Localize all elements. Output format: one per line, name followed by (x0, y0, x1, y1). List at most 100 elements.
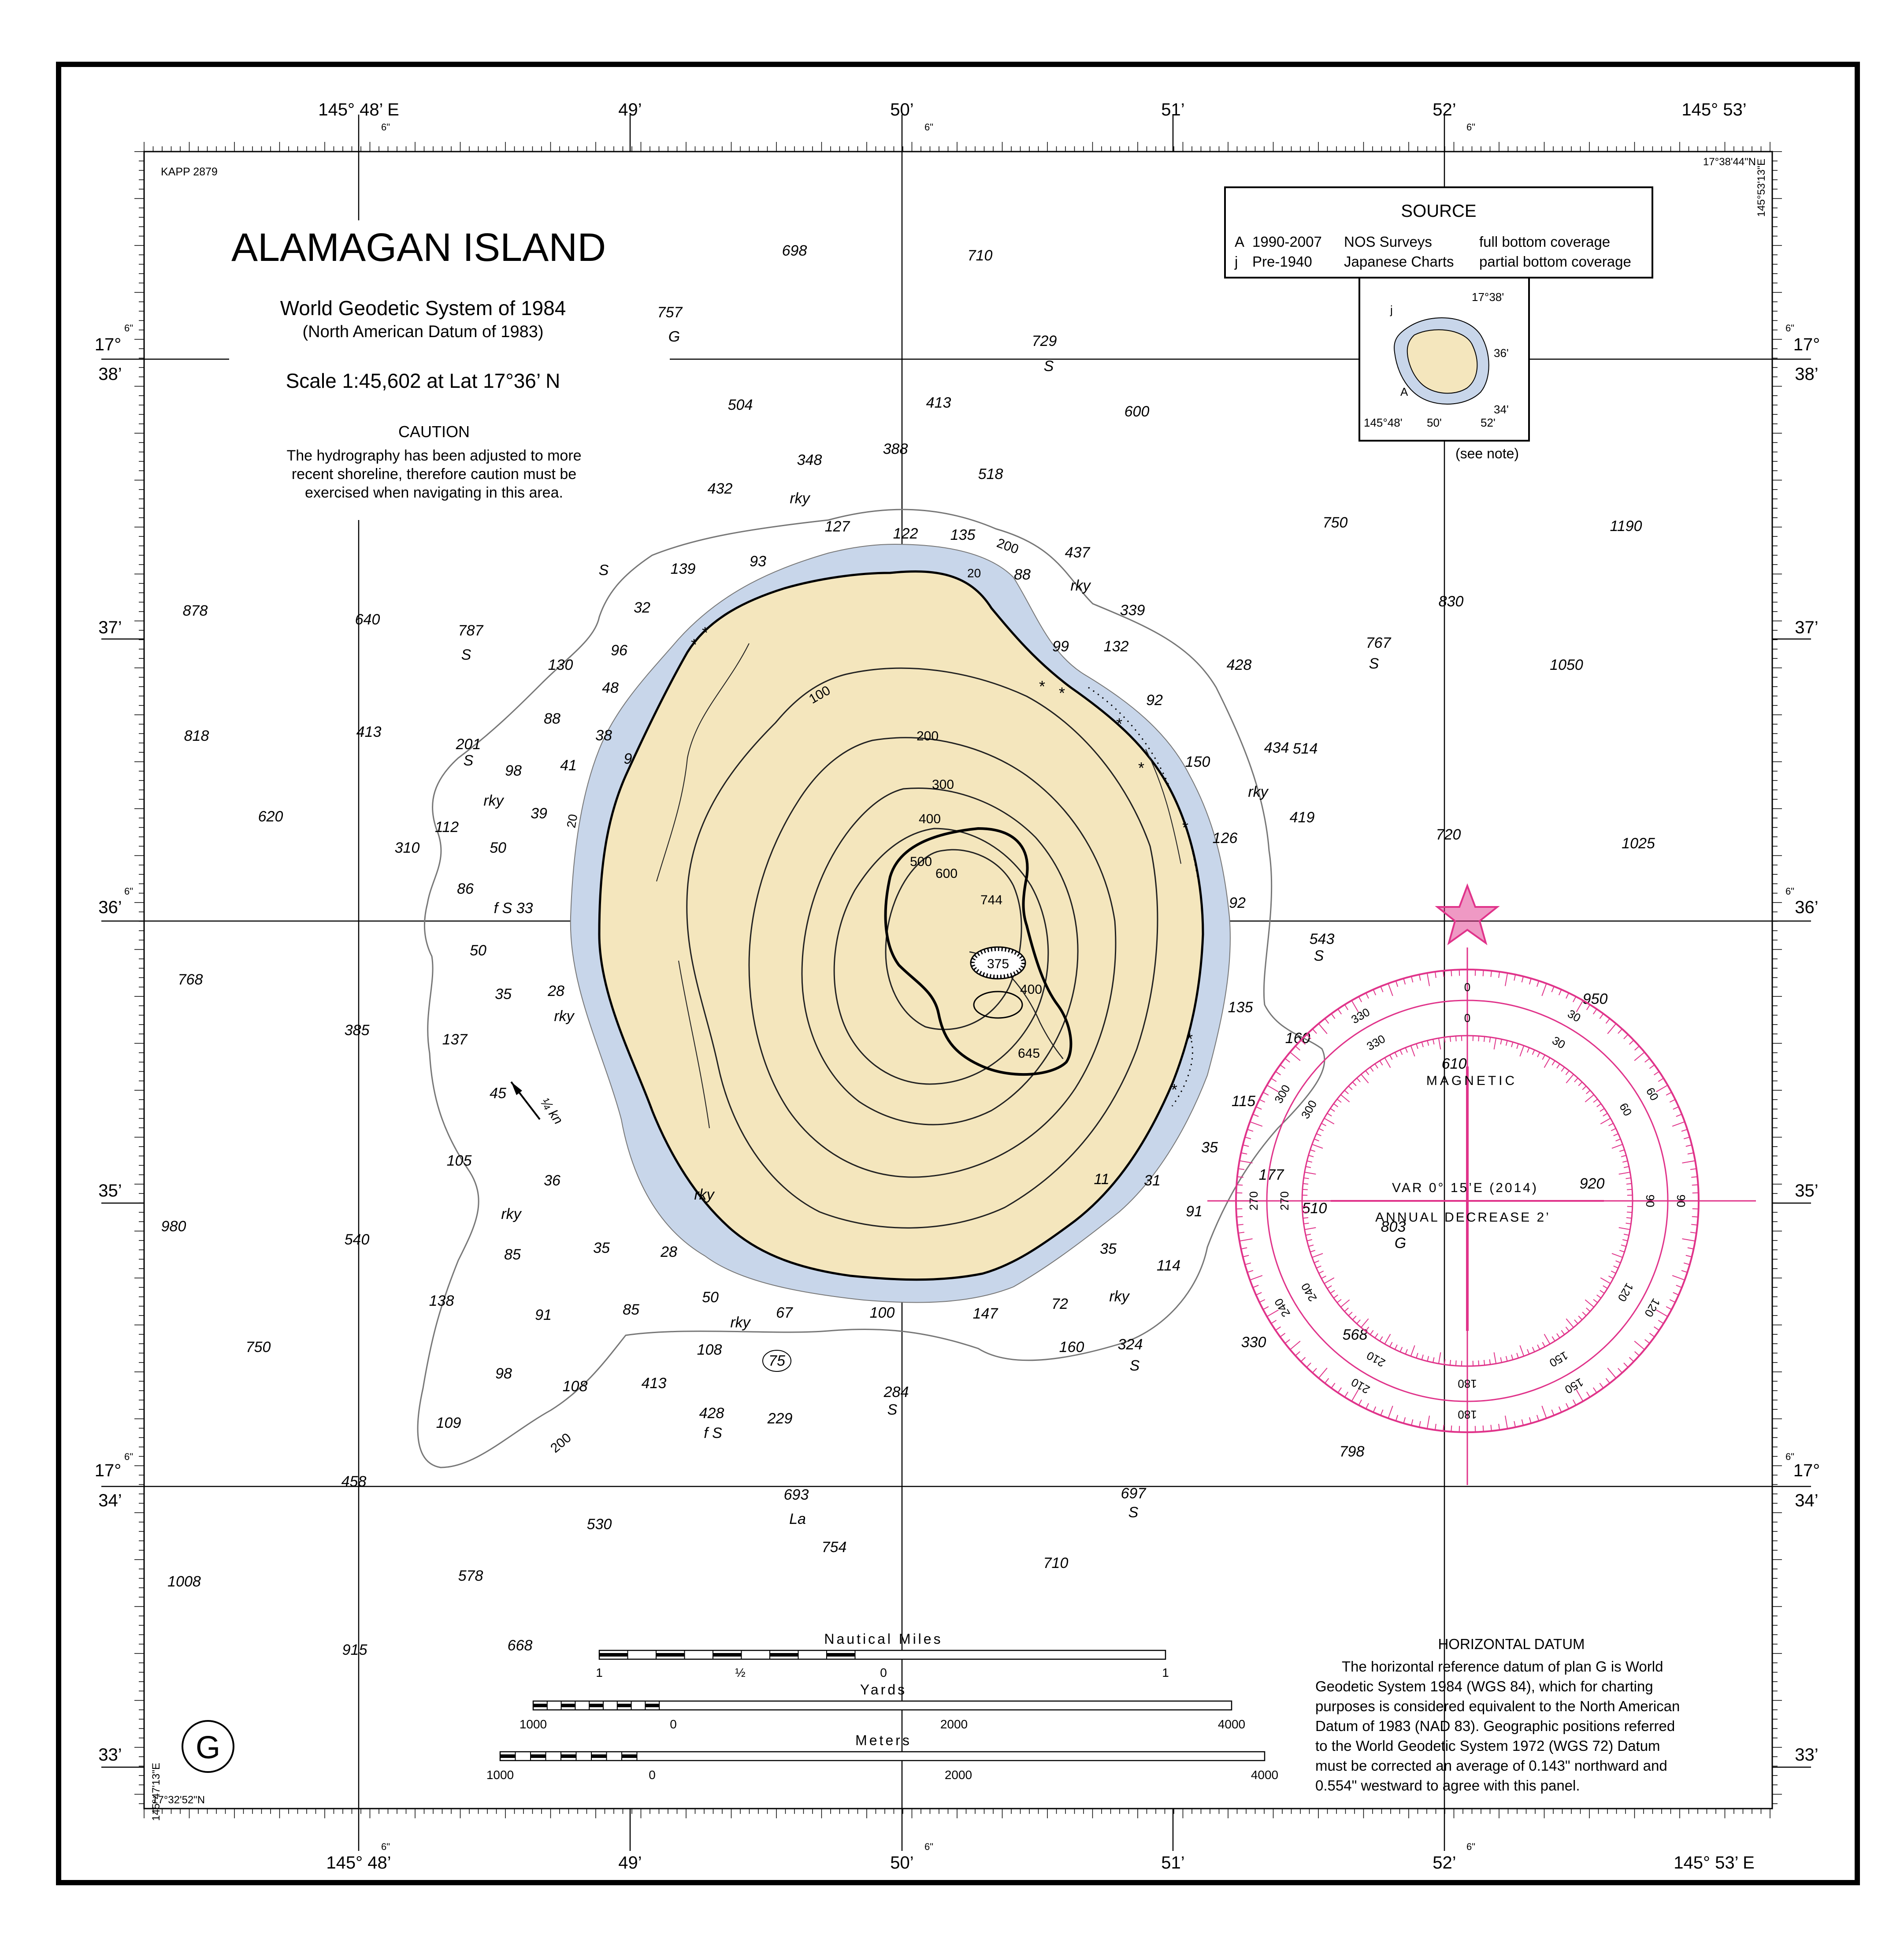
compass-tick (1613, 1265, 1618, 1269)
sub-tick-label: 6" (124, 323, 133, 334)
compass-tick (1607, 1023, 1617, 1034)
sounding: 803 (1381, 1219, 1406, 1235)
compass-label: 240 (1299, 1281, 1320, 1304)
compass-tick (1324, 1018, 1329, 1024)
lat-minute-label: 38’ (1795, 364, 1818, 384)
compass-tick (1352, 1315, 1357, 1320)
sounding: 818 (184, 728, 209, 744)
compass-tick (1348, 1311, 1353, 1316)
compass-tick (1418, 974, 1421, 981)
compass-tick (1321, 1123, 1326, 1126)
scale-label: 0 (670, 1717, 677, 1731)
compass-tick (1627, 1189, 1633, 1190)
sounding: 413 (356, 724, 382, 740)
compass-tick (1410, 1045, 1415, 1057)
compass-tick (1613, 1133, 1618, 1137)
compass-tick (1690, 1232, 1697, 1234)
sounding: 767 (1366, 635, 1392, 651)
sounding: S (1130, 1357, 1140, 1374)
compass-tick (1676, 1114, 1682, 1117)
compass-label: 330 (1364, 1032, 1388, 1053)
compass-label: 60 (1617, 1100, 1634, 1118)
compass-tick (1306, 1239, 1313, 1241)
sounding: 324 (1118, 1336, 1143, 1353)
lat-degree-label: 17° (95, 1461, 122, 1480)
compass-tick (1252, 1114, 1259, 1117)
sounding: 768 (178, 971, 203, 988)
lat-minute-label: 33’ (1795, 1745, 1818, 1765)
lat-minute-label: 37’ (98, 618, 122, 637)
sounding: 830 (1439, 593, 1464, 610)
compass-tick (1654, 1326, 1659, 1331)
compass-tick (1351, 1000, 1359, 1012)
compass-tick (1623, 1233, 1629, 1236)
sounding: 530 (587, 1516, 612, 1533)
compass-tick (1405, 1047, 1408, 1053)
sounding: rky (1070, 577, 1091, 594)
compass-tick (1626, 1177, 1631, 1179)
compass-tick (1314, 1260, 1319, 1263)
sub-tick-label: 6" (1785, 886, 1794, 897)
compass-tick (1444, 1037, 1446, 1043)
compass-tick (1511, 1042, 1514, 1048)
contour-label: 400 (919, 812, 941, 826)
compass-tick (1306, 1034, 1311, 1040)
compass-label: 300 (1272, 1082, 1293, 1106)
sounding: S (1314, 947, 1324, 964)
sounding: rky (694, 1186, 715, 1203)
compass-tick (1394, 1052, 1398, 1058)
compass-tick (1566, 1074, 1574, 1084)
compass-tick (1544, 1057, 1551, 1068)
source-years: Pre-1940 (1252, 253, 1312, 270)
source-type: Japanese Charts (1344, 253, 1454, 270)
compass-tick (1255, 1292, 1262, 1296)
compass-tick (1578, 1315, 1583, 1320)
sounding: 67 (776, 1304, 793, 1321)
corner-lon-bottom-left: 145°47'13"E (150, 1763, 162, 1821)
compass-tick (1438, 1038, 1441, 1050)
contour-label: 375 (987, 957, 1009, 971)
scale-note: Scale 1:45,602 at Lat 17°36’ N (286, 369, 560, 392)
compass-tick (1316, 1265, 1321, 1269)
scale-bar-nautical: Nautical Miles 1 ½ 0 1 (596, 1631, 1169, 1679)
sounding: f S 33 (494, 900, 533, 917)
compass-tick (1634, 1045, 1640, 1051)
compass-tick (1582, 1085, 1587, 1090)
compass-tick (1306, 1160, 1313, 1163)
sounding: 668 (508, 1637, 533, 1654)
compass-tick (1565, 1070, 1570, 1075)
compass-tick (1666, 1092, 1672, 1096)
sounding: 1050 (1550, 657, 1583, 673)
compass-tick (1615, 1138, 1621, 1141)
compass-tick (1532, 1347, 1535, 1352)
compass-ticks (1236, 970, 1699, 1432)
compass-tick (1514, 974, 1516, 981)
compass-tick (1379, 1060, 1383, 1066)
scale-label: 4000 (1251, 1768, 1278, 1782)
scale-bar-meters: Meters 1000 0 2000 4000 (486, 1732, 1278, 1782)
depth-curve-label-20: 20 (967, 566, 981, 580)
compass-tick (1521, 976, 1524, 983)
plan-letter-circle (182, 1720, 234, 1773)
compass-label: 0 (1464, 981, 1470, 994)
compass-tick (1280, 1333, 1286, 1337)
scale-segment (561, 1754, 576, 1758)
compass-tick (1566, 1318, 1574, 1328)
sounding: 510 (1302, 1200, 1327, 1217)
datum-line: must be corrected an average of 0.143" n… (1315, 1757, 1667, 1774)
inset-lon-label: 145°48' (1364, 416, 1403, 429)
compass-magnetic: MAGNETIC (1426, 1074, 1517, 1088)
sounding: 980 (161, 1218, 186, 1235)
compass-tick (1558, 989, 1562, 996)
svg-text:*: * (1138, 759, 1144, 777)
compass-tick (1608, 1275, 1614, 1279)
compass-tick (1593, 1099, 1598, 1103)
sounding: 50 (702, 1289, 719, 1306)
sounding: 135 (1228, 999, 1253, 1016)
compass-tick (1576, 1389, 1584, 1402)
sub-tick-label: 6" (381, 1841, 390, 1852)
current-arrow: ¼ kn (510, 1081, 566, 1127)
compass-tick (1394, 1344, 1398, 1350)
compass-tick (1327, 1285, 1332, 1289)
sounding: 91 (535, 1307, 552, 1323)
